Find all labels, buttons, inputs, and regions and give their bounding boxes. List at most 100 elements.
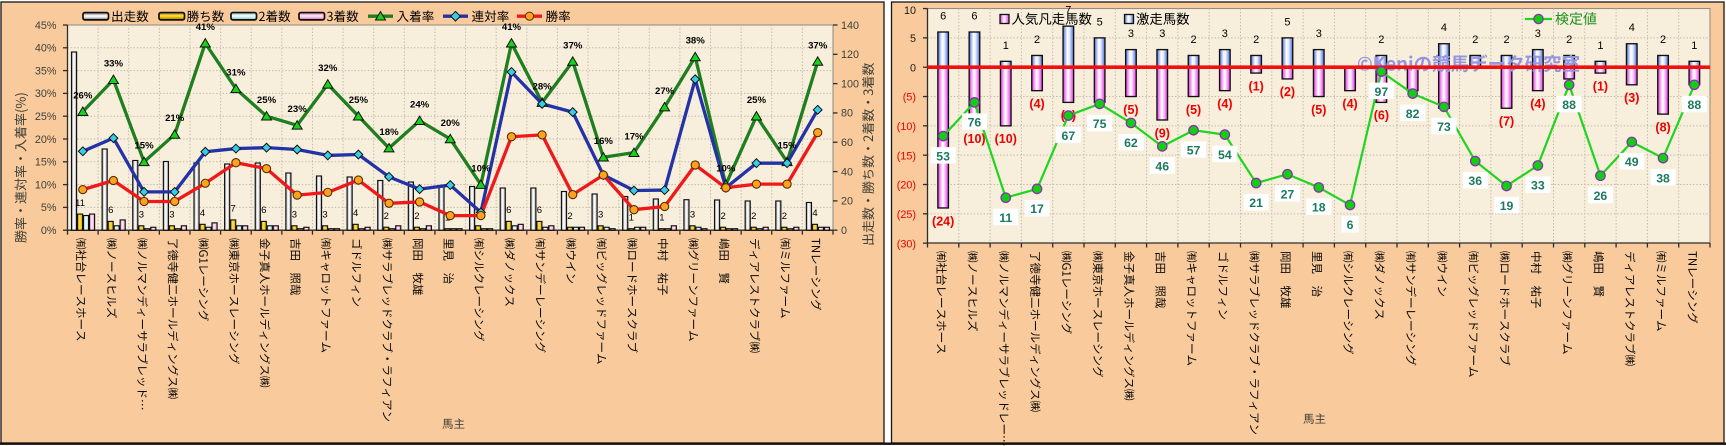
svg-text:3: 3 [169,210,174,221]
svg-text:6: 6 [261,205,266,216]
svg-text:6: 6 [537,205,542,216]
svg-text:20: 20 [841,196,853,208]
svg-text:15%: 15% [777,141,797,152]
svg-text:(10): (10) [995,132,1017,146]
svg-text:1: 1 [1597,40,1603,52]
svg-text:73: 73 [1437,120,1451,134]
svg-text:88: 88 [1688,98,1702,112]
svg-text:7: 7 [231,204,236,215]
svg-text:(10): (10) [897,121,916,133]
svg-text:57: 57 [1187,143,1201,157]
svg-text:10%: 10% [35,179,57,191]
svg-text:30%: 30% [35,88,57,100]
svg-text:25%: 25% [747,95,767,106]
svg-text:1: 1 [1003,40,1009,52]
svg-text:26: 26 [1594,189,1608,203]
svg-text:6: 6 [971,11,977,23]
svg-text:1: 1 [659,212,664,223]
svg-text:4: 4 [353,208,358,219]
svg-text:(4): (4) [1217,97,1232,111]
svg-text:(4): (4) [1342,97,1357,111]
svg-text:(4): (4) [1029,97,1044,111]
svg-text:(20): (20) [897,180,916,192]
svg-text:5: 5 [1284,16,1290,28]
svg-text:6: 6 [1347,218,1354,232]
svg-text:18%: 18% [379,127,399,138]
svg-text:3: 3 [598,210,603,221]
svg-text:15%: 15% [134,141,154,152]
svg-text:2: 2 [751,211,756,222]
svg-text:49: 49 [1625,155,1639,169]
svg-text:5%: 5% [41,202,57,214]
svg-text:10%: 10% [716,163,736,174]
svg-text:97: 97 [1375,85,1389,99]
svg-text:140: 140 [841,20,859,32]
svg-text:45%: 45% [35,20,57,32]
svg-text:0%: 0% [41,225,57,237]
svg-text:67: 67 [1062,129,1076,143]
svg-text:26%: 26% [73,90,93,101]
svg-text:2: 2 [1378,34,1384,46]
svg-text:3: 3 [322,210,327,221]
svg-text:2: 2 [782,211,787,222]
svg-text:76: 76 [968,116,982,130]
svg-text:32%: 32% [318,63,338,74]
svg-text:(25): (25) [897,209,916,221]
svg-text:20%: 20% [441,118,461,129]
svg-text:38%: 38% [686,36,706,47]
svg-text:(3): (3) [1624,91,1639,105]
svg-text:19: 19 [1500,199,1514,213]
svg-text:2: 2 [1472,34,1478,46]
svg-text:(30): (30) [897,238,916,250]
svg-text:33%: 33% [104,59,124,70]
svg-text:31%: 31% [226,68,246,79]
svg-text:4: 4 [1629,22,1635,34]
svg-text:0: 0 [841,225,847,237]
svg-text:(6): (6) [1374,109,1389,123]
svg-text:3: 3 [1159,28,1165,40]
svg-text:(4): (4) [1530,97,1545,111]
svg-text:11: 11 [75,198,85,209]
svg-text:11: 11 [999,211,1012,225]
svg-text:2: 2 [567,211,572,222]
svg-text:17%: 17% [624,131,644,142]
svg-text:0: 0 [910,62,916,74]
svg-text:2: 2 [720,211,725,222]
svg-text:17: 17 [1030,202,1044,216]
svg-text:21%: 21% [165,113,185,124]
svg-text:62: 62 [1124,136,1138,150]
svg-text:2: 2 [1034,34,1040,46]
svg-text:7: 7 [1065,5,1071,17]
svg-text:37%: 37% [808,40,828,51]
svg-text:6: 6 [108,205,113,216]
svg-text:38: 38 [1656,171,1670,185]
svg-text:(8): (8) [1655,120,1670,134]
svg-text:2: 2 [1503,34,1509,46]
svg-text:16%: 16% [594,136,614,147]
svg-text:20%: 20% [35,134,57,146]
svg-text:10%: 10% [471,163,491,174]
svg-text:35%: 35% [35,65,57,77]
svg-text:2: 2 [414,211,419,222]
svg-text:1: 1 [1691,40,1697,52]
svg-text:6: 6 [940,11,946,23]
svg-text:(15): (15) [897,150,916,162]
svg-text:27%: 27% [655,86,675,97]
svg-text:120: 120 [841,49,859,61]
svg-text:4: 4 [200,208,205,219]
svg-text:(9): (9) [1155,126,1170,140]
svg-text:10: 10 [904,5,916,17]
svg-text:(7): (7) [1499,115,1514,129]
svg-text:6: 6 [506,205,511,216]
svg-text:21: 21 [1249,196,1263,210]
svg-text:3: 3 [292,210,297,221]
svg-text:25%: 25% [257,95,277,106]
svg-text:2: 2 [1660,34,1666,46]
svg-text:33: 33 [1531,179,1545,193]
svg-text:25%: 25% [35,111,57,123]
svg-text:53: 53 [936,149,950,163]
svg-text:15%: 15% [35,157,57,169]
svg-text:2: 2 [1253,34,1259,46]
svg-text:23%: 23% [288,104,308,115]
svg-text:2: 2 [1190,34,1196,46]
